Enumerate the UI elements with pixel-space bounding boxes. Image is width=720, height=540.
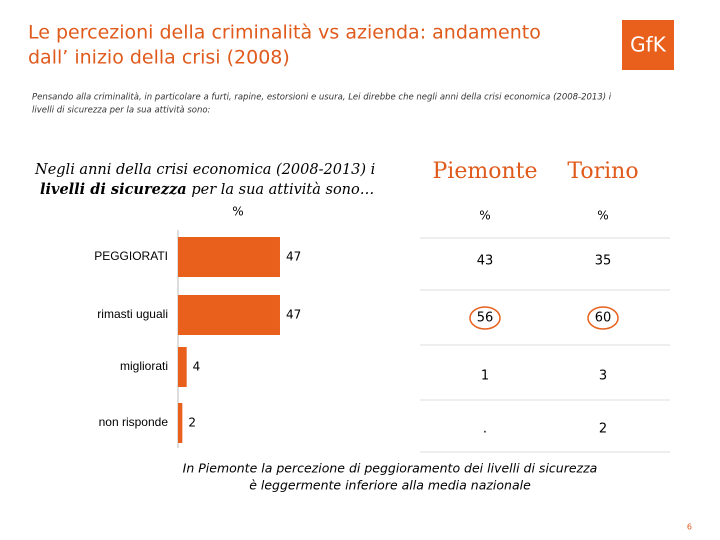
value-label: 2: [188, 416, 196, 430]
bar: [178, 403, 183, 443]
bar: [178, 237, 280, 277]
table-cell: 60: [595, 311, 612, 326]
category-label: PEGGIORATI: [94, 249, 168, 263]
value-label: 47: [286, 250, 301, 264]
category-label: rimasti uguali: [97, 307, 168, 321]
note: è leggermente inferiore alla media nazio…: [249, 478, 531, 493]
table-cell: 56: [477, 311, 494, 326]
table-cell: 35: [595, 254, 612, 269]
note: In Piemonte la percezione di peggioramen…: [183, 461, 598, 476]
slide-title: dall’ inizio della crisi (2008): [28, 47, 290, 69]
table-cell: .: [483, 422, 487, 437]
table-cell: 2: [599, 422, 607, 437]
highlight: [587, 306, 619, 330]
logo-box: [622, 20, 674, 70]
column-header: Torino: [567, 159, 638, 184]
chart-title-rest: per la sua attività sono…: [187, 182, 375, 198]
page-number: 6: [687, 523, 692, 532]
table-cell: 3: [599, 369, 607, 384]
table-cell: 1: [481, 369, 489, 384]
column-header: Piemonte: [433, 159, 538, 184]
column-unit: %: [597, 209, 608, 223]
table-cell: 43: [477, 254, 494, 269]
category-label: non risponde: [99, 415, 169, 429]
chart-title: Negli anni della crisi economica (2008-2…: [34, 162, 375, 178]
column-unit: %: [479, 209, 490, 223]
bar: [178, 295, 280, 335]
question: Pensando alla criminalità, in particolar…: [32, 93, 612, 103]
value-label: 4: [193, 360, 201, 374]
chart-title: livelli di sicurezza per la sua attività…: [40, 181, 374, 198]
slide-title: Le percezioni della criminalità vs azien…: [28, 22, 541, 44]
logo: GfK: [630, 33, 667, 57]
chart-title-bold: livelli di sicurezza: [40, 181, 187, 198]
bar: [178, 347, 187, 387]
highlight: [469, 306, 501, 330]
unit-label: %: [232, 205, 243, 219]
category-label: migliorati: [120, 359, 168, 373]
value-label: 47: [286, 308, 301, 322]
question: livelli di sicurezza per la sua attività…: [32, 106, 211, 116]
